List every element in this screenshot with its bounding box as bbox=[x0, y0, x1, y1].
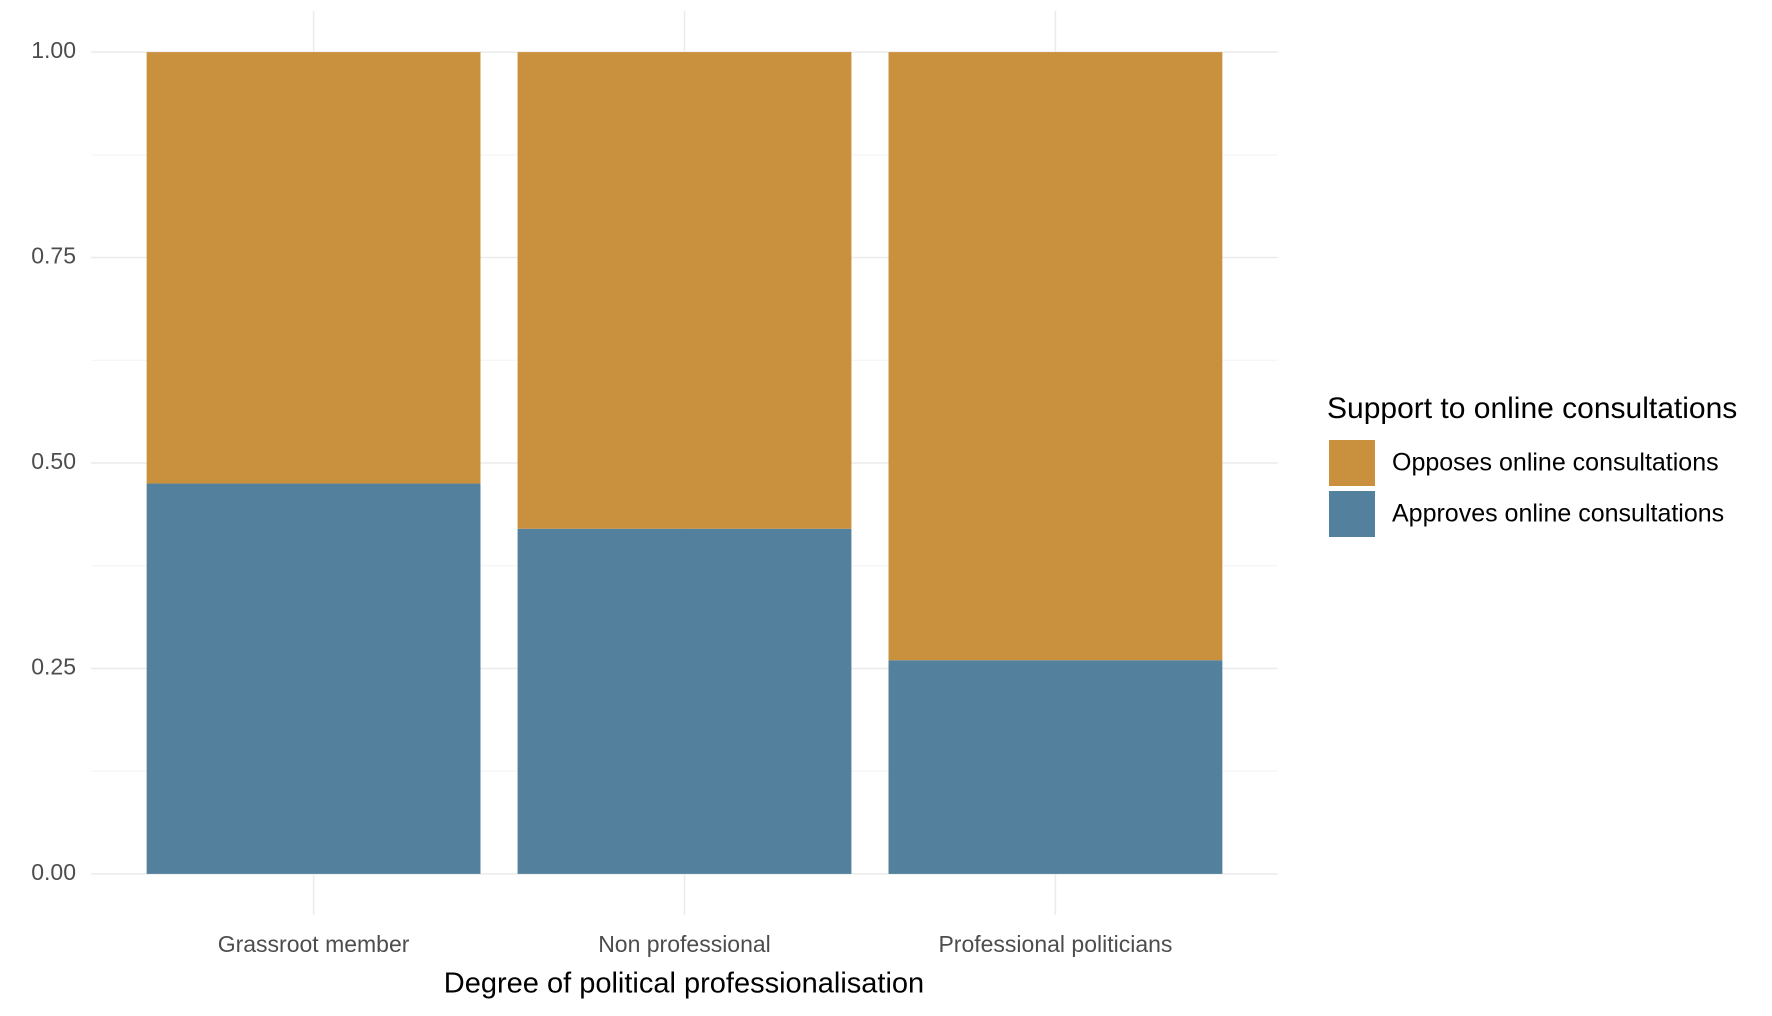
legend-key bbox=[1329, 491, 1375, 537]
y-tick-label: 0.00 bbox=[31, 859, 76, 885]
bar-segment bbox=[888, 52, 1223, 661]
bar-segment bbox=[146, 52, 481, 484]
y-tick-label: 1.00 bbox=[31, 37, 76, 63]
legend-label: Approves online consultations bbox=[1392, 500, 1724, 528]
legend-label: Opposes online consultations bbox=[1392, 449, 1719, 477]
bar-segment bbox=[517, 528, 852, 874]
legend-key bbox=[1329, 440, 1375, 486]
y-tick-label: 0.75 bbox=[31, 243, 76, 269]
x-axis-title: Degree of political professionalisation bbox=[444, 968, 924, 1000]
bar-segment bbox=[517, 52, 852, 529]
x-tick-label: Professional politicians bbox=[938, 931, 1172, 957]
bar-segment bbox=[888, 660, 1223, 874]
x-tick-label: Non professional bbox=[598, 931, 771, 957]
y-tick-label: 0.50 bbox=[31, 448, 76, 474]
legend-title: Support to online consultations bbox=[1327, 392, 1737, 425]
x-tick-label: Grassroot member bbox=[218, 931, 410, 957]
bar-segment bbox=[146, 483, 481, 874]
y-tick-label: 0.25 bbox=[31, 654, 76, 680]
